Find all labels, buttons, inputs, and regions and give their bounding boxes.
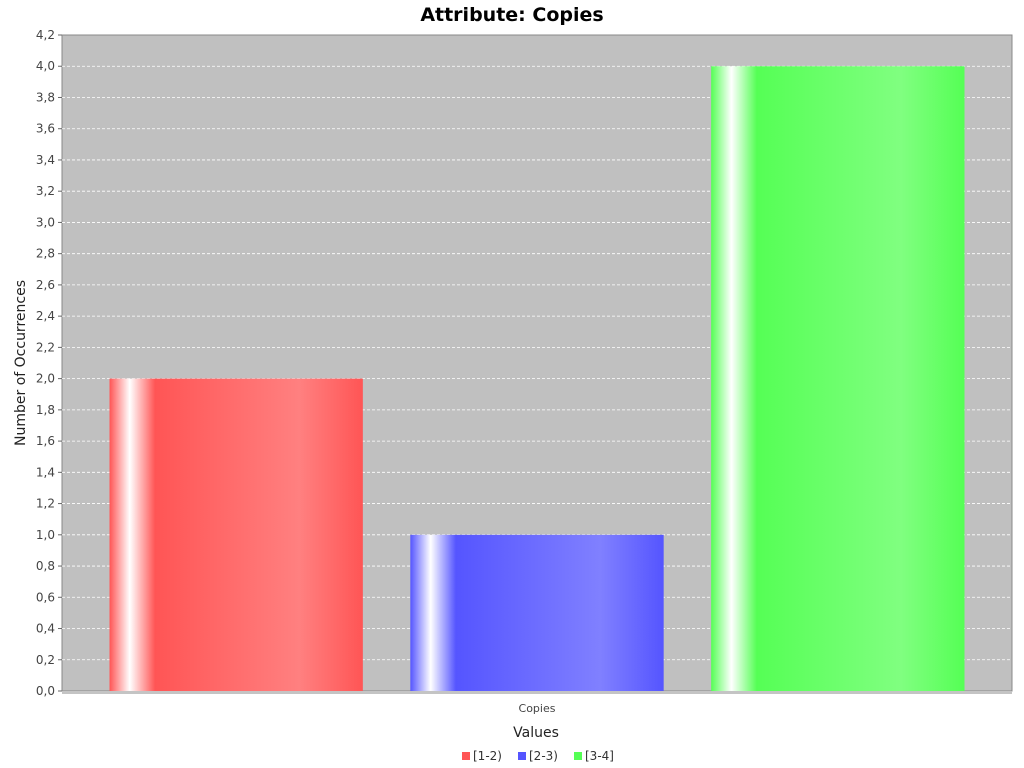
y-axis: 0,0 0,2 0,4 0,6 0,8 1,0 1,2 1,4 1,6 1,8 2,0 2,2 2,4 2…	[36, 28, 62, 698]
y-tick-label: 3,6	[36, 122, 55, 136]
y-tick-label: 0,8	[36, 559, 55, 573]
legend-label: [1-2)	[473, 749, 502, 763]
legend-swatch	[574, 752, 582, 760]
bars	[109, 66, 965, 691]
y-tick-label: 0,4	[36, 622, 55, 636]
y-tick-label: 2,6	[36, 278, 55, 292]
bar-[2-3)	[410, 534, 664, 691]
y-tick-label: 2,0	[36, 372, 55, 386]
y-tick-label: 4,2	[36, 28, 55, 42]
y-tick-label: 2,2	[36, 340, 55, 354]
legend-swatch	[462, 752, 470, 760]
y-tick-label: 1,0	[36, 528, 55, 542]
y-tick-label: 2,4	[36, 309, 55, 323]
y-tick-label: 1,2	[36, 497, 55, 511]
y-tick-label: 2,8	[36, 247, 55, 261]
y-tick-label: 0,6	[36, 590, 55, 604]
y-tick-label: 0,0	[36, 684, 55, 698]
bar-[1-2)	[109, 378, 363, 691]
x-axis: Copies	[62, 692, 1012, 715]
y-axis-title: Number of Occurrences	[13, 280, 29, 446]
y-tick-label: 4,0	[36, 59, 55, 73]
y-tick-label: 3,0	[36, 215, 55, 229]
x-category-label: Copies	[519, 702, 556, 715]
x-axis-title: Values	[513, 725, 559, 741]
y-tick-label: 3,2	[36, 184, 55, 198]
chart-title: Attribute: Copies	[420, 4, 603, 26]
bar-[3-4]	[711, 66, 965, 691]
legend-swatch	[518, 752, 526, 760]
y-tick-label: 0,2	[36, 653, 55, 667]
y-tick-label: 1,6	[36, 434, 55, 448]
y-tick-label: 3,8	[36, 90, 55, 104]
legend: [1-2) [2-3) [3-4]	[462, 749, 614, 763]
y-tick-label: 3,4	[36, 153, 55, 167]
legend-label: [3-4]	[585, 749, 614, 763]
y-tick-label: 1,4	[36, 465, 55, 479]
y-tick-label: 1,8	[36, 403, 55, 417]
legend-label: [2-3)	[529, 749, 558, 763]
